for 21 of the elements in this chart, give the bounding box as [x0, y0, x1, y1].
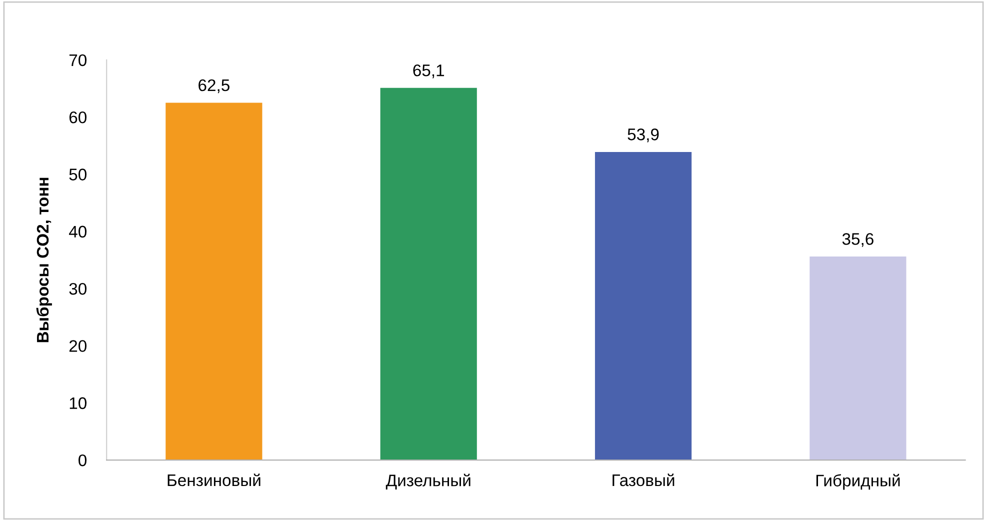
y-tick-label: 60 — [69, 111, 86, 124]
y-axis-title: Выбросы CO2, тонн — [36, 178, 52, 342]
y-tick-label: 20 — [69, 340, 86, 352]
y-tick-label: 50 — [69, 168, 86, 180]
x-tick-label: Гибридный — [816, 474, 900, 490]
x-tick-label: Газовый — [612, 474, 674, 486]
data-label: 35,6 — [842, 233, 874, 247]
x-tick-label: Бензиновый — [168, 474, 260, 486]
y-tick-label: 0 — [78, 454, 86, 466]
bar — [810, 256, 906, 460]
bar — [380, 88, 477, 460]
data-label: 62,5 — [198, 79, 230, 94]
y-tick-label: 40 — [69, 226, 86, 238]
bar — [594, 152, 692, 460]
y-tick-label: 10 — [70, 397, 86, 410]
y-tick-label: 70 — [69, 54, 86, 66]
bar — [166, 102, 262, 460]
data-label: 65,1 — [413, 64, 444, 78]
y-tick-label: 30 — [69, 282, 86, 295]
x-tick-label: Дизельный — [386, 474, 470, 490]
data-label: 53,9 — [628, 128, 659, 142]
